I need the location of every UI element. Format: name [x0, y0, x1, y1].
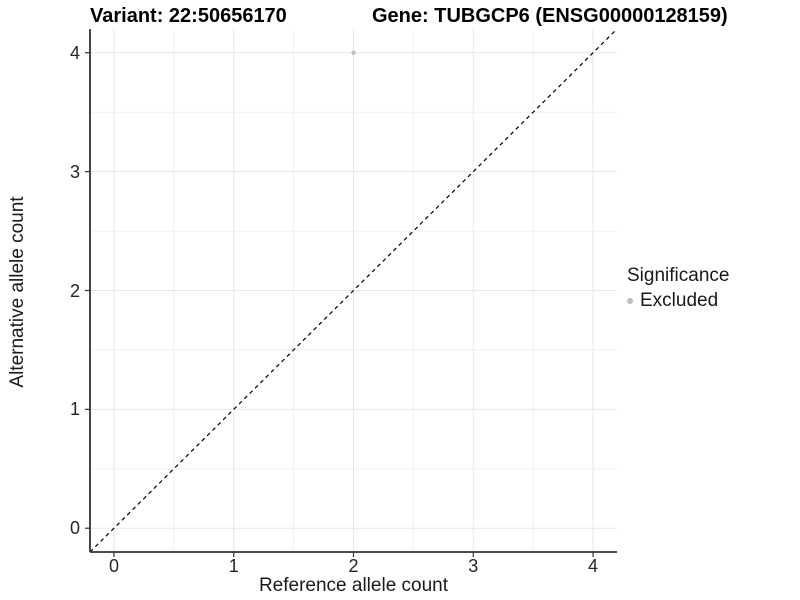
y-tick-label: 0	[69, 518, 80, 539]
legend-point-icon	[627, 298, 633, 304]
plot-title-variant: Variant: 22:50656170	[90, 5, 287, 27]
x-tick-label: 4	[588, 556, 599, 576]
y-tick-label: 4	[69, 42, 80, 63]
x-tick-label: 3	[468, 556, 479, 576]
legend: Significance Excluded	[627, 265, 729, 312]
y-tick-label: 2	[69, 280, 80, 301]
x-tick-label: 0	[108, 556, 119, 576]
x-tick-label: 2	[348, 556, 359, 576]
x-tick-label: 1	[228, 556, 239, 576]
plot-title-gene: Gene: TUBGCP6 (ENSG00000128159)	[372, 5, 728, 27]
y-axis-title: Alternative allele count	[7, 196, 28, 388]
legend-title: Significance	[627, 265, 730, 286]
y-tick-label: 1	[69, 399, 80, 420]
identity-line	[89, 28, 618, 553]
y-tick-label: 3	[69, 161, 80, 182]
x-axis-title: Reference allele count	[258, 575, 449, 596]
legend-item-label: Excluded	[640, 290, 719, 311]
legend-item-excluded: Excluded	[627, 290, 729, 312]
data-point-excluded	[351, 50, 356, 55]
